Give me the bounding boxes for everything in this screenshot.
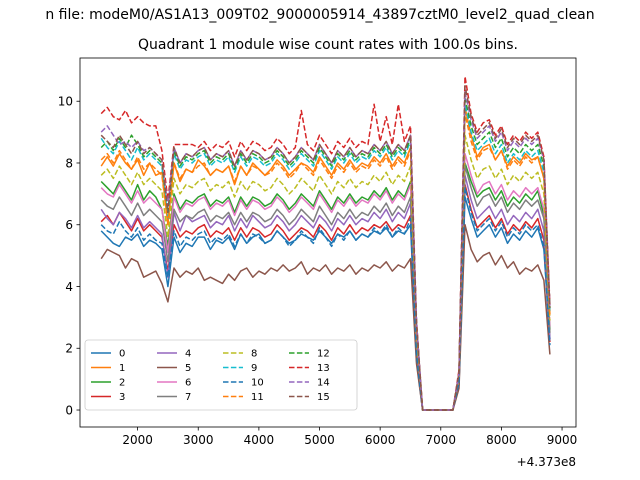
legend-label-10: 10 bbox=[251, 378, 264, 389]
y-tick-label: 4 bbox=[65, 280, 73, 294]
legend-label-8: 8 bbox=[251, 349, 257, 360]
x-tick-label: 5000 bbox=[304, 433, 335, 447]
figure-suptitle: n file: modeM0/AS1A13_009T02_9000005914_… bbox=[45, 7, 594, 23]
legend-label-14: 14 bbox=[317, 378, 330, 389]
x-tick-label: 9000 bbox=[547, 433, 578, 447]
series-line-6 bbox=[100, 152, 551, 411]
series-line-15 bbox=[100, 85, 551, 411]
legend-label-13: 13 bbox=[317, 363, 330, 374]
y-tick-label: 2 bbox=[65, 342, 73, 356]
y-tick-label: 8 bbox=[65, 156, 73, 170]
legend-label-0: 0 bbox=[119, 349, 125, 360]
legend-label-11: 11 bbox=[251, 392, 264, 403]
legend-box bbox=[84, 339, 358, 411]
series-line-8 bbox=[100, 134, 551, 411]
x-offset-label: +4.373e8 bbox=[517, 455, 576, 469]
series-line-12 bbox=[100, 97, 551, 411]
series-line-7 bbox=[100, 165, 551, 411]
x-tick-label: 8000 bbox=[486, 433, 517, 447]
y-tick-label: 0 bbox=[65, 403, 73, 417]
chart-title: Quadrant 1 module wise count rates with … bbox=[138, 37, 518, 53]
series-line-9 bbox=[100, 103, 551, 411]
series-line-5 bbox=[100, 223, 551, 411]
legend-label-15: 15 bbox=[317, 392, 330, 403]
legend-label-1: 1 bbox=[119, 363, 125, 374]
legend-label-12: 12 bbox=[317, 349, 330, 360]
legend-label-6: 6 bbox=[185, 378, 191, 389]
legend-label-7: 7 bbox=[185, 392, 191, 403]
x-tick-label: 3000 bbox=[183, 433, 214, 447]
legend-label-9: 9 bbox=[251, 363, 257, 374]
plot-frame bbox=[79, 57, 577, 428]
series-layer bbox=[100, 75, 551, 411]
legend-label-5: 5 bbox=[185, 363, 191, 374]
y-tick-label: 6 bbox=[65, 218, 73, 232]
x-tick-label: 7000 bbox=[426, 433, 457, 447]
series-line-1 bbox=[100, 106, 551, 411]
x-tick-label: 6000 bbox=[365, 433, 396, 447]
x-tick-label: 4000 bbox=[244, 433, 275, 447]
legend-label-3: 3 bbox=[119, 392, 125, 403]
legend-label-2: 2 bbox=[119, 378, 125, 389]
series-line-10 bbox=[100, 186, 551, 411]
series-line-2 bbox=[100, 162, 551, 411]
series-line-4 bbox=[100, 174, 551, 411]
y-tick-label: 10 bbox=[58, 95, 73, 109]
series-line-11 bbox=[100, 112, 551, 411]
series-line-13 bbox=[100, 75, 551, 411]
series-line-3 bbox=[100, 183, 551, 411]
x-tick-label: 2000 bbox=[122, 433, 153, 447]
legend-label-4: 4 bbox=[185, 349, 191, 360]
